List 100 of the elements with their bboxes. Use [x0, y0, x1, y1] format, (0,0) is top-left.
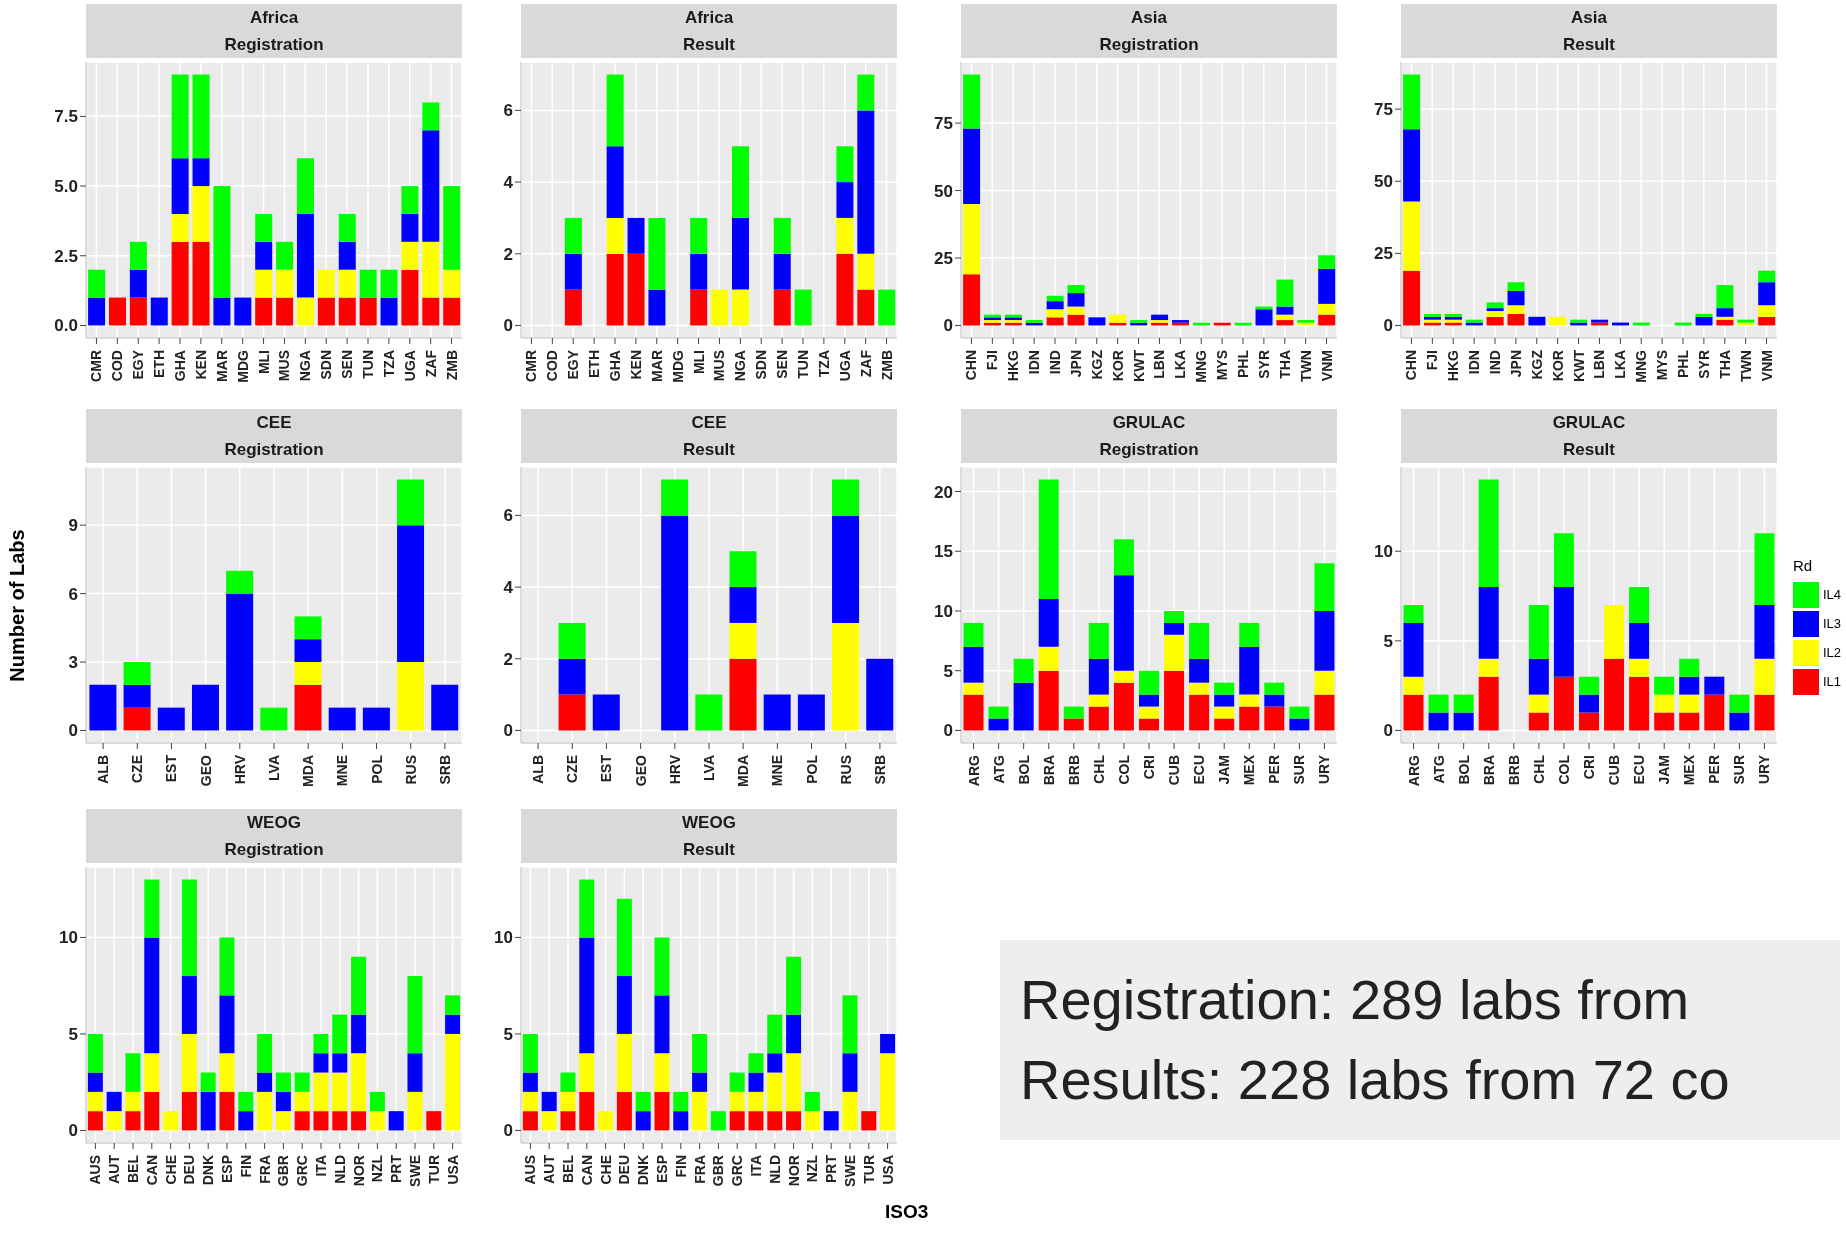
- x-tick-label: PRT: [823, 1154, 840, 1183]
- bar: [1754, 533, 1775, 605]
- bar: [328, 707, 356, 731]
- x-tick-label: ZAF: [857, 349, 874, 378]
- chart-subtitle: Result: [682, 439, 736, 461]
- x-tick-label: ZAF: [422, 349, 439, 378]
- bar: [171, 74, 189, 159]
- bar: [1013, 682, 1034, 731]
- bar: [1403, 694, 1424, 731]
- bar: [842, 1091, 858, 1131]
- bar: [1528, 658, 1549, 695]
- bar: [648, 289, 666, 326]
- bar: [692, 1091, 708, 1131]
- x-tick-label: GHA: [172, 350, 188, 382]
- chart-subtitle: Result: [1562, 439, 1616, 461]
- bar: [338, 213, 356, 242]
- bar: [88, 269, 106, 298]
- x-tick-label: THA: [1276, 350, 1293, 379]
- x-tick-label: CRI: [1141, 755, 1157, 780]
- bar: [1164, 634, 1185, 671]
- bar: [692, 1033, 708, 1073]
- bar: [1067, 293, 1085, 307]
- bar: [1318, 268, 1336, 304]
- x-tick-label: CHE: [162, 1155, 179, 1185]
- bar: [1604, 658, 1625, 731]
- bar: [1403, 622, 1424, 677]
- x-tick-label: GEO: [197, 754, 214, 787]
- y-tick-label: 0: [503, 316, 513, 336]
- bar: [129, 241, 147, 270]
- bar: [219, 1053, 235, 1092]
- bar: [1264, 706, 1285, 731]
- bar: [786, 1014, 802, 1054]
- bar: [1289, 706, 1310, 719]
- legend-title: Rd: [1793, 557, 1814, 574]
- x-tick-label: RUS: [837, 755, 854, 785]
- x-tick-label: NLD: [331, 1155, 348, 1184]
- x-tick-label: UGA: [401, 350, 418, 382]
- bar: [1113, 575, 1134, 671]
- bar: [729, 1091, 745, 1112]
- bar: [426, 1111, 442, 1131]
- bar: [1507, 290, 1525, 306]
- bar: [87, 1072, 103, 1092]
- x-tick-label: NGA: [297, 350, 314, 382]
- bar: [1113, 682, 1134, 731]
- bar: [191, 684, 219, 731]
- bar: [773, 217, 791, 254]
- bar: [564, 253, 582, 290]
- bar: [729, 658, 757, 731]
- bar: [1754, 658, 1775, 695]
- bar: [125, 1111, 141, 1131]
- x-tick-label: PHL: [1235, 349, 1251, 378]
- y-tick-label: 3: [68, 653, 78, 673]
- bar: [963, 274, 981, 326]
- y-tick-label: 6: [68, 584, 78, 604]
- bar: [1289, 718, 1310, 731]
- bar: [763, 694, 791, 731]
- x-tick-label: CMR: [88, 350, 105, 382]
- bar: [1067, 314, 1085, 326]
- bar: [1088, 694, 1109, 707]
- bar: [1528, 316, 1546, 326]
- bar: [579, 1053, 595, 1092]
- bar: [89, 684, 117, 731]
- x-tick-label: FIN: [672, 1155, 689, 1178]
- bar: [144, 1053, 160, 1092]
- chart-subtitle: Registration: [1098, 439, 1200, 461]
- bar: [794, 289, 812, 326]
- y-axis-title: Number of Labs: [5, 528, 29, 682]
- bar: [861, 1111, 877, 1131]
- y-tick-label: 10: [494, 928, 513, 948]
- x-tick-label: PER: [1706, 755, 1723, 784]
- x-tick-label: SRB: [436, 755, 453, 785]
- x-tick-label: MNG: [1633, 349, 1650, 383]
- bar: [313, 1033, 329, 1054]
- bar: [401, 213, 419, 242]
- x-tick-label: URY: [1316, 754, 1333, 785]
- x-tick-label: KEN: [192, 350, 209, 380]
- x-tick-label: GHA: [607, 350, 623, 382]
- x-tick-label: HKG: [1005, 349, 1022, 382]
- x-tick-label: BOL: [1455, 754, 1472, 785]
- x-tick-label: NOR: [785, 1155, 802, 1187]
- x-tick-label: SYR: [1255, 350, 1272, 379]
- bar: [963, 646, 984, 683]
- y-tick-label: 25: [934, 249, 953, 269]
- bar: [351, 956, 367, 1015]
- x-tick-label: FRA: [256, 1155, 273, 1184]
- bar: [1164, 622, 1185, 635]
- bar: [564, 289, 582, 326]
- bar: [880, 1053, 896, 1131]
- x-tick-label: CHL: [1530, 754, 1547, 784]
- x-tick-label: SRB: [871, 755, 888, 785]
- bar: [1318, 303, 1336, 315]
- x-tick-label: MNE: [769, 755, 786, 787]
- bar: [786, 956, 802, 1015]
- x-tick-label: KEN: [627, 350, 644, 380]
- bar: [144, 879, 160, 938]
- bar: [804, 1111, 820, 1131]
- x-tick-label: ITA: [748, 1155, 764, 1177]
- bar: [181, 1091, 197, 1131]
- bar: [1151, 314, 1169, 321]
- bar: [257, 1091, 273, 1131]
